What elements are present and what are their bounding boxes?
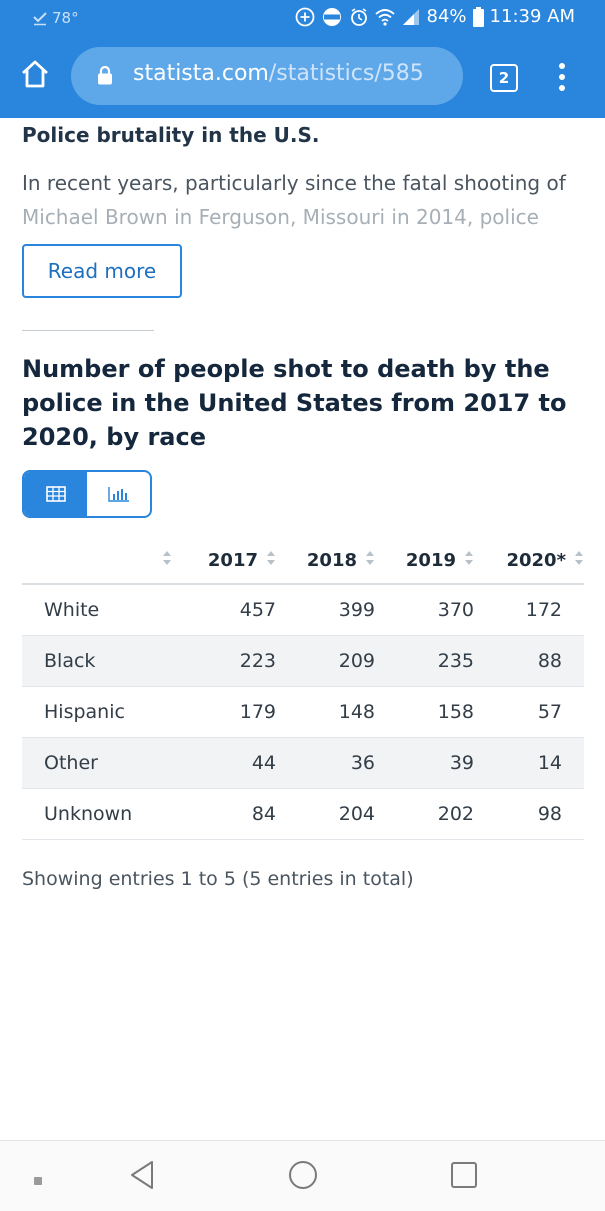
sort-icon [162, 550, 172, 571]
more-vert-icon [559, 63, 565, 91]
row-label: Black [22, 635, 172, 687]
table-cell: 158 [375, 686, 474, 738]
table-cell: 98 [474, 788, 584, 840]
url-host: statista.com [133, 61, 269, 86]
table-view-button[interactable] [24, 472, 87, 516]
entries-info: Showing entries 1 to 5 (5 entries in tot… [22, 868, 414, 890]
overflow-menu-button[interactable] [558, 62, 566, 92]
volte-icon [321, 7, 343, 27]
table-cell: 14 [474, 737, 584, 789]
article-paragraph: In recent years, particularly since the … [22, 166, 592, 234]
paragraph-line-2: Michael Brown in Ferguson, Missouri in 2… [22, 205, 539, 229]
label-column-header[interactable] [22, 538, 172, 585]
row-label: Unknown [22, 788, 172, 840]
status-left: 78° [32, 9, 79, 27]
status-bar: 78° 84% 11:39 AM [0, 0, 605, 36]
sort-icon [266, 550, 276, 571]
alarm-icon [349, 7, 369, 27]
row-label: White [22, 584, 172, 636]
table-cell: 204 [276, 788, 375, 840]
tab-switcher-button[interactable]: 2 [490, 64, 518, 92]
table-row: Hispanic 179 148 158 57 [22, 686, 584, 738]
sort-icon [574, 550, 584, 571]
clock: 11:39 AM [489, 6, 575, 27]
divider [22, 330, 154, 331]
table-cell: 44 [172, 737, 276, 789]
system-nav-bar [0, 1140, 605, 1211]
table-cell: 223 [172, 635, 276, 687]
home-circle-icon [289, 1161, 317, 1189]
column-header-label: 2018 [306, 549, 357, 571]
url-text: statista.com/statistics/585 [133, 61, 424, 86]
home-icon [22, 60, 48, 88]
table-cell: 235 [375, 635, 474, 687]
chart-view-button[interactable] [87, 472, 150, 516]
table-cell: 209 [276, 635, 375, 687]
wifi-icon [374, 8, 395, 26]
battery-icon [472, 6, 484, 27]
recents-icon [451, 1162, 477, 1188]
browser-toolbar: statista.com/statistics/585 2 [0, 36, 605, 118]
section-title: Police brutality in the U.S. [22, 123, 320, 147]
table-cell: 57 [474, 686, 584, 738]
signal-icon [401, 8, 421, 26]
checkmark-icon [32, 10, 48, 26]
table-cell: 148 [276, 686, 375, 738]
column-header[interactable]: 2017 [172, 538, 276, 585]
back-button[interactable] [128, 1159, 156, 1195]
address-bar[interactable]: statista.com/statistics/585 [71, 47, 463, 105]
table-row: Other 44 36 39 14 [22, 737, 584, 789]
url-path: /statistics/585 [268, 61, 424, 86]
recent-dot-button[interactable] [33, 1171, 43, 1190]
recents-button[interactable] [450, 1161, 478, 1193]
table-view-icon [45, 486, 66, 502]
table-cell: 172 [474, 584, 584, 636]
table-cell: 202 [375, 788, 474, 840]
home-nav-button[interactable] [287, 1159, 319, 1195]
add-circle-icon [295, 7, 315, 27]
bar-chart-icon [107, 487, 129, 502]
read-more-button[interactable]: Read more [22, 244, 182, 298]
data-table: 2017 2018 2019 2020* White 457 399 370 1… [22, 538, 584, 840]
table-cell: 84 [172, 788, 276, 840]
row-label: Other [22, 737, 172, 789]
column-header[interactable]: 2018 [276, 538, 375, 585]
home-button[interactable] [19, 58, 51, 90]
table-row: Black 223 209 235 88 [22, 635, 584, 687]
sort-icon [464, 550, 474, 571]
table-cell: 370 [375, 584, 474, 636]
table-cell: 39 [375, 737, 474, 789]
table-cell: 399 [276, 584, 375, 636]
table-cell: 36 [276, 737, 375, 789]
table-row: Unknown 84 204 202 98 [22, 788, 584, 840]
column-header-label: 2019 [405, 549, 456, 571]
status-right: 84% 11:39 AM [295, 6, 575, 27]
view-toggle [22, 470, 152, 518]
sort-icon [365, 550, 375, 571]
chart-title: Number of people shot to death by the po… [22, 355, 567, 451]
table-cell: 179 [172, 686, 276, 738]
column-header-label: 2020* [506, 549, 566, 571]
table-header-row: 2017 2018 2019 2020* [22, 538, 584, 585]
dot-icon [34, 1177, 42, 1185]
table-cell: 457 [172, 584, 276, 636]
column-header[interactable]: 2019 [375, 538, 474, 585]
paragraph-line-1: In recent years, particularly since the … [22, 171, 566, 195]
battery-percent: 84% [426, 6, 467, 27]
table-row: White 457 399 370 172 [22, 584, 584, 636]
temperature: 78° [52, 9, 79, 27]
back-icon [131, 1161, 153, 1189]
lock-icon [98, 65, 112, 85]
column-header[interactable]: 2020* [474, 538, 584, 585]
row-label: Hispanic [22, 686, 172, 738]
table-cell: 88 [474, 635, 584, 687]
column-header-label: 2017 [207, 549, 258, 571]
